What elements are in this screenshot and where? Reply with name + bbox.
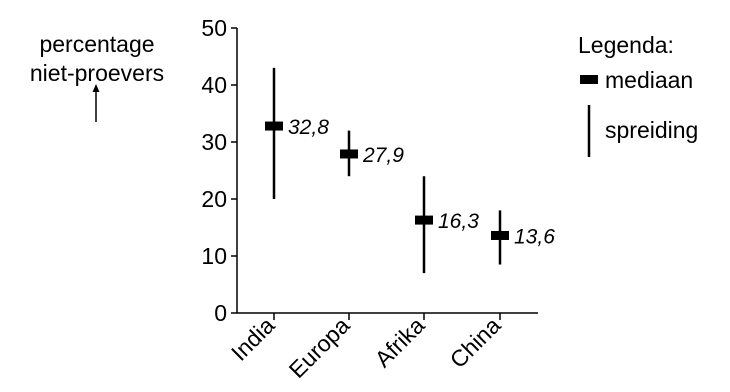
x-tick-label-china: China [445,312,506,373]
median-bar-india [265,121,283,131]
x-tick-label-india: India [226,312,280,366]
y-axis-label-arrow [92,84,100,122]
median-label-afrika: 16,3 [438,210,479,233]
y-tick-label-50: 50 [201,15,227,41]
median-label-china: 13,6 [514,225,555,248]
median-bar-europa [340,149,358,159]
x-tick-label-afrika: Afrika [370,312,430,372]
y-tick-label-40: 40 [201,72,227,98]
data-marks: 32,8 27,9 16,3 13,6 [265,67,555,274]
median-bar-afrika [415,215,433,225]
x-tick-label-europa: Europa [284,312,355,383]
y-tick-label-0: 0 [214,300,227,326]
x-ticks: India Europa Afrika China [226,312,506,383]
legend-median-symbol [580,75,598,84]
y-axis-label-line1: percentage [39,31,154,57]
legend-median-label: mediaan [605,67,693,93]
legend: Legenda: mediaan spreiding [578,32,698,157]
y-tick-label-20: 20 [201,186,227,212]
legend-range-label: spreiding [605,117,698,143]
y-tick-label-30: 30 [201,129,227,155]
legend-title: Legenda: [578,32,674,58]
median-label-india: 32,8 [288,116,329,139]
y-tick-label-10: 10 [201,243,227,269]
y-ticks: 0 10 20 30 40 50 [201,15,237,326]
median-bar-china [491,230,509,240]
median-label-europa: 27,9 [362,144,404,167]
y-axis-label-line2: niet-proevers [30,60,164,86]
